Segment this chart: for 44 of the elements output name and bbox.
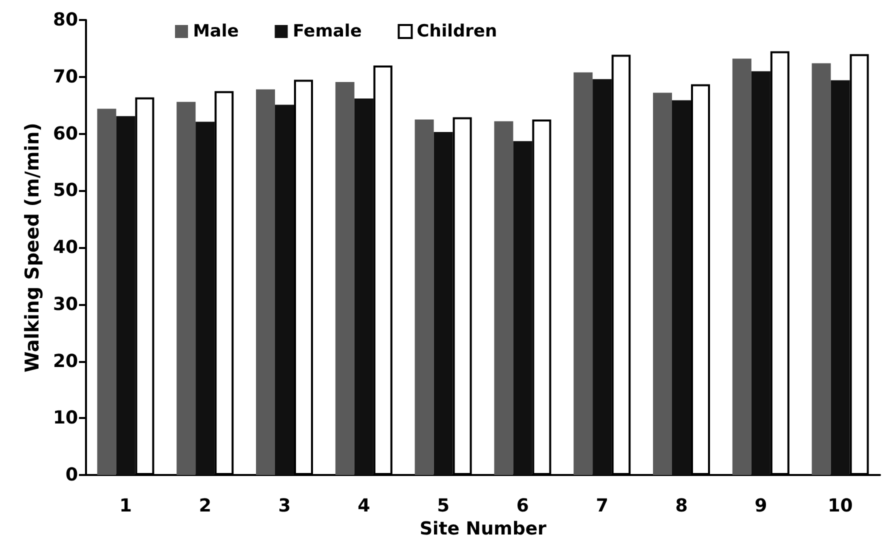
bar (97, 108, 116, 475)
bar (196, 122, 215, 475)
bar (176, 102, 196, 475)
y-tick-label: 80 (52, 10, 78, 30)
x-tick-label: 3 (278, 496, 291, 516)
x-tick-label: 2 (198, 496, 212, 516)
y-tick-label: 70 (52, 66, 78, 88)
bar (653, 92, 672, 475)
legend-label: Female (292, 22, 362, 42)
x-tick-label: 9 (754, 496, 768, 516)
bar (335, 82, 354, 475)
x-tick-label: 6 (516, 496, 529, 516)
x-tick-label: 7 (596, 496, 608, 516)
y-tick-label: 40 (52, 237, 78, 258)
bar (812, 63, 831, 475)
x-tick-label: 4 (358, 496, 370, 516)
bar (275, 104, 294, 475)
bar (116, 116, 136, 475)
y-axis-title: Walking Speed (m/min) (22, 122, 44, 372)
legend-label: Male (193, 22, 239, 42)
x-axis-title: Site Number (420, 518, 547, 540)
bar (354, 98, 374, 475)
bar (434, 132, 453, 475)
x-tick-label: 1 (119, 496, 132, 516)
bar (574, 72, 593, 475)
bar (592, 79, 612, 475)
x-tick-label: 5 (437, 496, 450, 516)
bar (494, 121, 514, 475)
bar (414, 120, 434, 475)
y-tick-label: 50 (52, 180, 78, 202)
x-tick-label: 8 (675, 496, 688, 516)
y-tick-label: 0 (65, 464, 78, 486)
x-tick-label: 10 (828, 496, 853, 516)
y-tick-label: 10 (52, 408, 78, 429)
bar (830, 80, 850, 475)
y-tick-label: 20 (52, 350, 78, 372)
bar (513, 141, 532, 475)
y-tick-label: 60 (52, 123, 78, 144)
bar (256, 89, 275, 475)
bar (672, 100, 691, 475)
legend-label: Children (416, 22, 498, 42)
y-tick-label: 30 (52, 294, 78, 315)
bar (751, 71, 770, 475)
bar (732, 58, 752, 475)
